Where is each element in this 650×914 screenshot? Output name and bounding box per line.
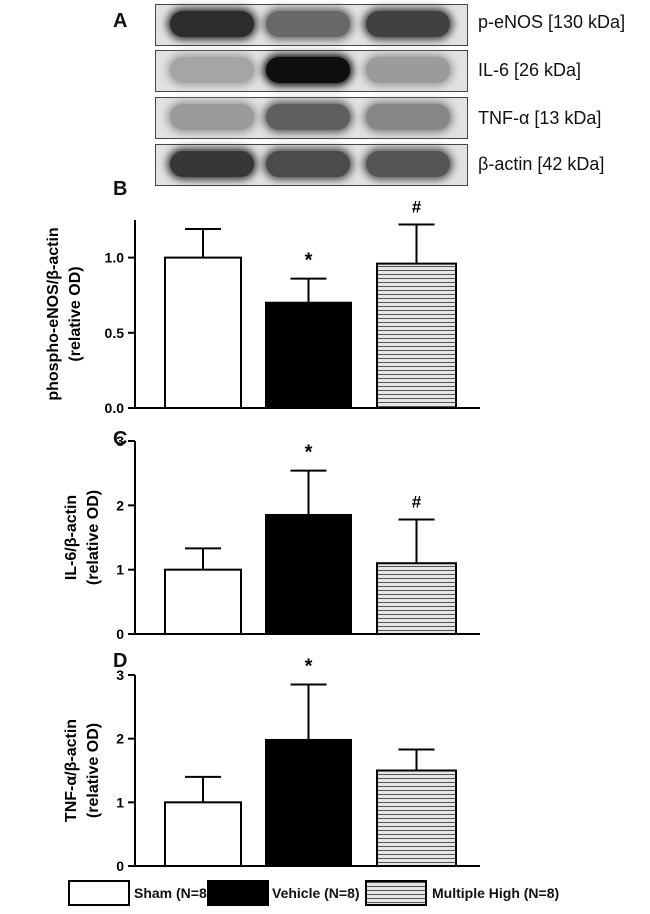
blot-band — [170, 11, 254, 37]
significance-hash: # — [412, 198, 422, 217]
blot-band — [266, 151, 350, 177]
legend-label-sham: Sham (N=8) — [134, 885, 212, 901]
bar-multiple-high — [376, 769, 457, 867]
y-tick-label: 2 — [116, 497, 124, 513]
y-tick-label: 0.5 — [105, 325, 125, 341]
panel-letter-c: C — [113, 428, 128, 450]
blot-band — [266, 104, 350, 130]
y-tick-label: 2 — [116, 731, 124, 747]
panel-letter-d: D — [113, 650, 128, 672]
bar-sham — [164, 801, 242, 867]
legend-label-vehicle: Vehicle (N=8) — [272, 885, 360, 901]
panel-letter-a: A — [113, 10, 128, 32]
chart-tnf-alpha: 0 1 2 3 TNF-α/β-actin (relative OD) * — [63, 656, 480, 874]
blot-band — [366, 151, 450, 177]
significance-star: * — [305, 656, 313, 678]
bar-multiple-high — [376, 262, 457, 409]
significance-star: * — [305, 250, 313, 272]
significance-hash: # — [412, 492, 422, 511]
blot-label-p-enos: p-eNOS [130 kDa] — [478, 12, 626, 32]
y-axis-label: IL-6/β-actin (relative OD) — [63, 490, 102, 585]
panel-letter-b: B — [113, 178, 128, 200]
blot-row-beta-actin — [155, 144, 468, 186]
bar-sham — [164, 568, 242, 636]
y-tick-label: 0 — [116, 626, 124, 642]
blot-row-p-enos — [155, 4, 468, 46]
y-axis-label: TNF-α/β-actin (relative OD) — [63, 719, 102, 822]
blot-band — [366, 11, 450, 37]
bar-multiple-high — [376, 562, 457, 636]
y-tick-label: 1.0 — [105, 250, 125, 266]
y-tick-label: 1 — [116, 562, 124, 578]
blot-row-il-6 — [155, 50, 468, 92]
bar-sham — [164, 256, 242, 409]
legend-swatch-multiple-high — [365, 880, 427, 906]
y-tick-label: 3 — [116, 667, 124, 683]
blot-band — [266, 11, 350, 37]
y-axis-label: phospho-eNOS/β-actin (relative OD) — [45, 227, 84, 400]
significance-star: * — [305, 442, 313, 464]
blot-band — [170, 57, 254, 83]
bar-vehicle — [265, 301, 352, 409]
y-tick-label: 0 — [116, 858, 124, 874]
blot-band — [170, 104, 254, 130]
bar-vehicle — [265, 738, 352, 867]
chart-phospho-enos: 0.0 0.5 1.0 phospho-eNOS/β-actin (relative O… — [45, 198, 480, 416]
legend-swatch-sham — [68, 880, 130, 906]
y-tick-label: 3 — [116, 433, 124, 449]
blot-band — [366, 57, 450, 83]
legend-label-multiple-high: Multiple High (N=8) — [432, 885, 560, 901]
chart-il-6: 0 1 2 3 IL-6/β-actin (relative OD) * # — [63, 433, 480, 642]
blot-label-il-6: IL-6 [26 kDa] — [478, 60, 582, 80]
y-tick-label: 1 — [116, 794, 124, 810]
blot-label-beta-actin: β-actin [42 kDa] — [478, 154, 605, 174]
blot-band — [170, 151, 254, 177]
y-tick-label: 0.0 — [105, 400, 125, 416]
blot-row-tnf-alpha — [155, 97, 468, 139]
legend-swatch-vehicle — [207, 880, 269, 906]
blot-band — [266, 57, 350, 83]
blot-band — [366, 104, 450, 130]
blot-label-tnf-alpha: TNF-α [13 kDa] — [478, 108, 602, 128]
bar-vehicle — [265, 513, 352, 635]
